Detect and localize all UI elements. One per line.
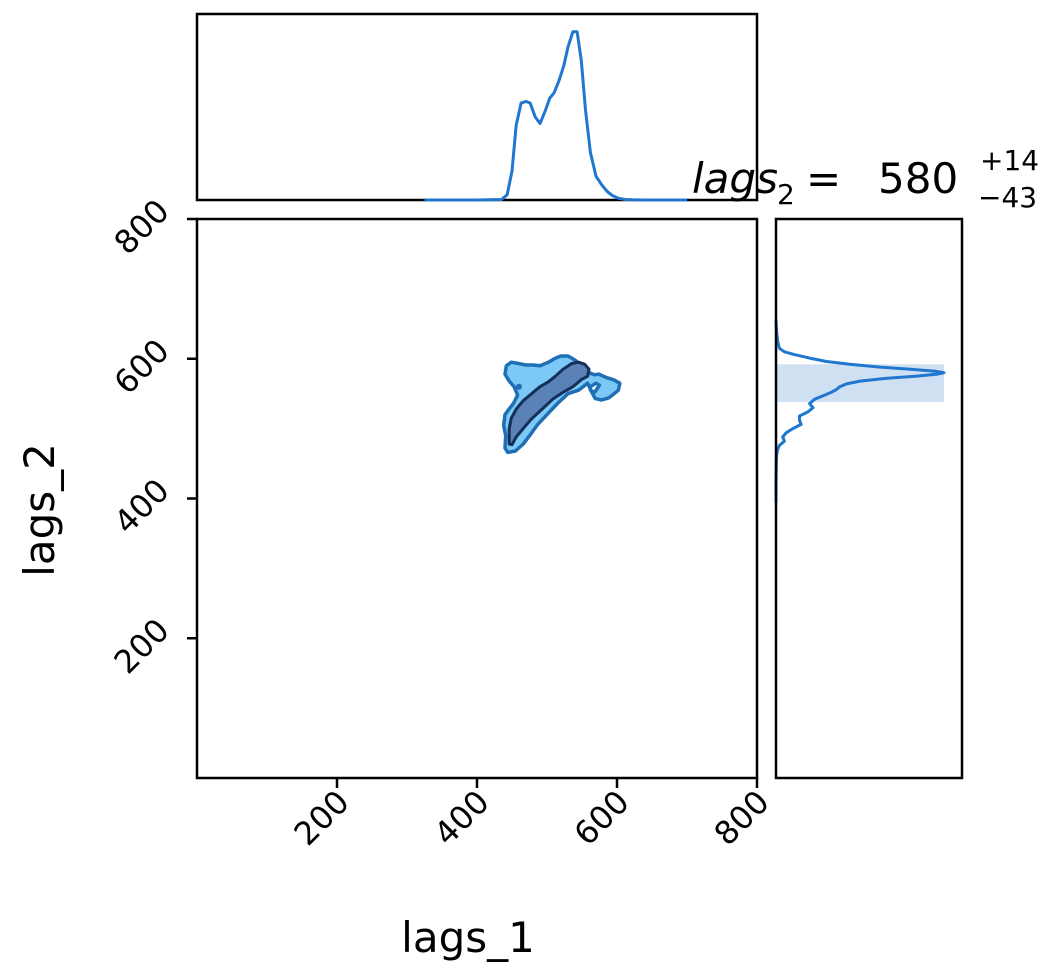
title-median: 580: [878, 154, 958, 203]
y-axis-label: lags_2: [15, 443, 64, 577]
x-axis-ticks: 200 400 600 800: [287, 778, 777, 853]
right-marginal-panel: [774, 217, 964, 780]
top-marginal-frame: [195, 12, 759, 202]
title-lower-error: −43: [978, 181, 1037, 214]
joint-frame: [195, 217, 759, 780]
y-tick-label: 200: [107, 611, 177, 681]
y-tick-label: 800: [107, 192, 177, 262]
right-marginal-title: lags 2 = 580 +14 −43: [692, 144, 1039, 214]
y-tick-label: 600: [107, 332, 177, 402]
y-axis-ticks: 200 400 600 800: [107, 192, 197, 681]
joint-panel: 200 400 600 800 200 400 600 800: [107, 192, 777, 853]
right-marginal-frame: [774, 217, 964, 780]
title-variable: lags: [692, 154, 778, 203]
top-marginal-panel: [195, 12, 759, 202]
outer-contour-dot: [516, 383, 522, 390]
x-tick-label: 800: [707, 783, 777, 853]
title-upper-error: +14: [980, 144, 1039, 177]
x-tick-label: 600: [567, 783, 637, 853]
right-marginal-density-line: [774, 320, 946, 502]
y-tick-label: 400: [107, 471, 177, 541]
x-axis-label: lags_1: [401, 913, 535, 962]
title-equals: =: [806, 154, 841, 203]
x-tick-label: 200: [287, 783, 357, 853]
x-tick-label: 400: [427, 783, 497, 853]
title-subscript: 2: [777, 178, 795, 211]
top-marginal-density-line: [424, 30, 687, 202]
inner-contour-region: [507, 360, 591, 447]
